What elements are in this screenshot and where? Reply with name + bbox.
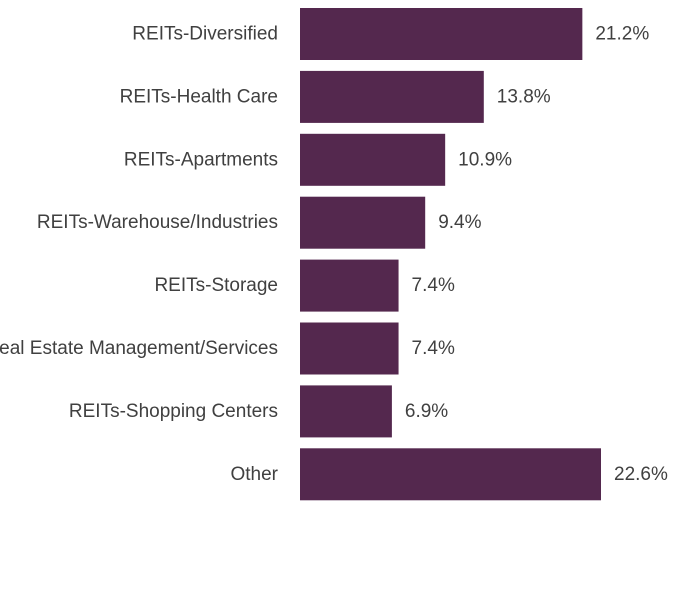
category-label-0: REITs-Diversified <box>132 24 278 45</box>
bar-3 <box>300 196 426 249</box>
category-label-7: Other <box>230 464 278 485</box>
bars-layer <box>300 8 601 501</box>
bar-5 <box>300 322 399 375</box>
value-labels: 21.2% 13.8% 10.9% 9.4% 7.4% 7.4% 6.9% 22.6% <box>405 24 668 485</box>
value-label-6: 6.9% <box>405 401 448 422</box>
bar-2 <box>300 133 446 186</box>
category-label-5: Real Estate Management/Services <box>0 338 278 359</box>
category-label-3: REITs-Warehouse/Industries <box>37 212 278 233</box>
bar-7 <box>300 448 601 501</box>
category-labels: REITs-Diversified REITs-Health Care REITs-… <box>0 24 279 485</box>
bar-4 <box>300 259 399 312</box>
bar-0 <box>300 8 583 60</box>
value-label-0: 21.2% <box>595 24 649 45</box>
category-label-6: REITs-Shopping Centers <box>69 401 278 422</box>
category-label-4: REITs-Storage <box>154 275 278 296</box>
category-label-2: REITs-Apartments <box>124 149 278 170</box>
value-label-7: 22.6% <box>614 464 668 485</box>
value-label-4: 7.4% <box>412 275 455 296</box>
value-label-3: 9.4% <box>438 212 481 233</box>
value-label-5: 7.4% <box>412 338 455 359</box>
value-label-1: 13.8% <box>497 86 551 107</box>
bar-6 <box>300 385 392 438</box>
category-label-1: REITs-Health Care <box>120 86 278 107</box>
value-label-2: 10.9% <box>458 149 512 170</box>
bar-1 <box>300 70 484 123</box>
